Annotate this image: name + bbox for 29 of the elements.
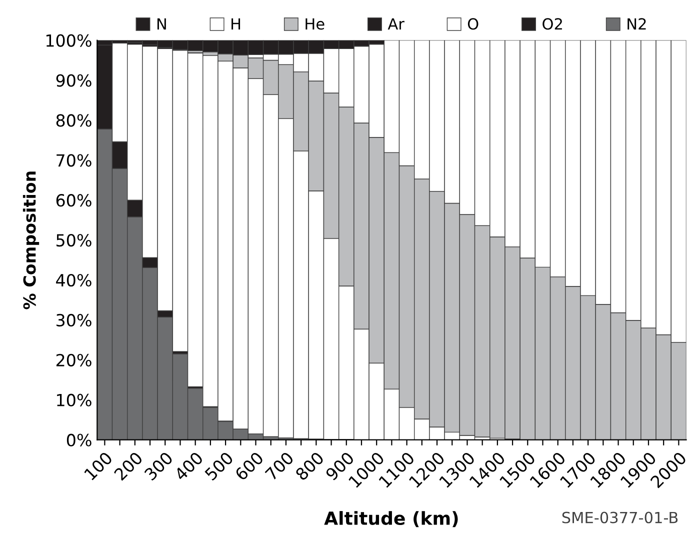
y-axis-title: % Composition — [22, 172, 40, 310]
y-tick-label: 50% — [56, 234, 92, 247]
y-tick-label: 90% — [56, 74, 92, 87]
x-tick-label: 600 — [234, 451, 264, 482]
x-tick-label: 400 — [174, 451, 204, 482]
x-axis-title: Altitude (km) — [324, 511, 458, 528]
legend-label: N — [157, 18, 166, 30]
legend-label: Ar — [388, 18, 404, 30]
y-tick-label: 30% — [56, 314, 92, 327]
x-tick-label: 200 — [113, 451, 144, 481]
x-tick-label: 800 — [294, 451, 325, 482]
legend-label: H — [232, 18, 240, 30]
text: SME-0377-01-B — [562, 512, 678, 524]
legend-label: He — [306, 18, 324, 30]
y-tick-label: 20% — [56, 354, 92, 366]
legend-label: O — [468, 18, 478, 30]
legend-label: O2 — [542, 18, 562, 30]
x-tick-label: 300 — [144, 451, 174, 481]
x-tick-label: 500 — [204, 451, 234, 481]
y-tick-label: 60% — [56, 194, 92, 207]
x-tick-label: 700 — [264, 451, 294, 481]
y-tick-label: 80% — [56, 114, 92, 127]
y-tick-label: 10% — [57, 394, 92, 406]
y-tick-label: 0% — [66, 434, 92, 446]
legend-label: N2 — [628, 18, 646, 30]
y-tick-label: 40% — [56, 274, 92, 287]
x-tick-label: 100 — [84, 451, 114, 481]
y-tick-label: 100% — [46, 34, 92, 47]
y-tick-label: 70% — [56, 154, 92, 167]
